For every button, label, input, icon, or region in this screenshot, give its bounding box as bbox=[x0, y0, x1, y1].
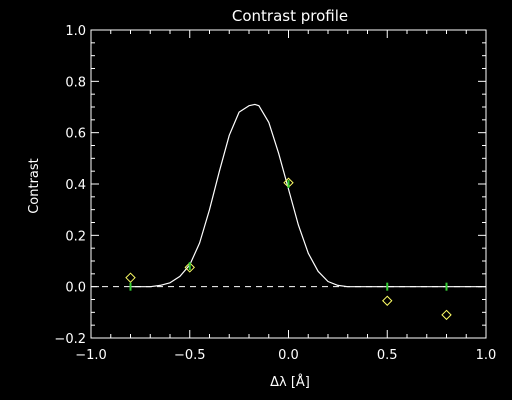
x-tick-label: −1.0 bbox=[75, 348, 107, 363]
x-tick-label: 1.0 bbox=[476, 348, 497, 363]
x-tick-label: 0.0 bbox=[278, 348, 299, 363]
chart-title: Contrast profile bbox=[232, 7, 348, 25]
x-axis-label: Δλ [Å] bbox=[270, 374, 310, 390]
y-axis-label: Contrast bbox=[27, 158, 42, 214]
observed-point-diamond bbox=[441, 309, 452, 321]
x-tick-label: 0.5 bbox=[377, 348, 398, 363]
y-tick-label: 0.4 bbox=[65, 178, 86, 193]
y-tick-label: 1.0 bbox=[65, 24, 86, 39]
observed-point-diamond bbox=[382, 295, 393, 306]
y-tick-label: 0.6 bbox=[65, 127, 86, 142]
y-tick-label: 0.0 bbox=[65, 281, 86, 296]
observed-point-diamond bbox=[184, 262, 195, 273]
x-tick-label: −0.5 bbox=[174, 348, 206, 363]
observed-point-diamond bbox=[125, 272, 136, 283]
contrast-profile-curve bbox=[130, 103, 486, 288]
y-tick-label: 0.8 bbox=[65, 75, 86, 90]
y-tick-label: −0.2 bbox=[54, 332, 86, 347]
y-tick-label: 0.2 bbox=[65, 229, 86, 244]
